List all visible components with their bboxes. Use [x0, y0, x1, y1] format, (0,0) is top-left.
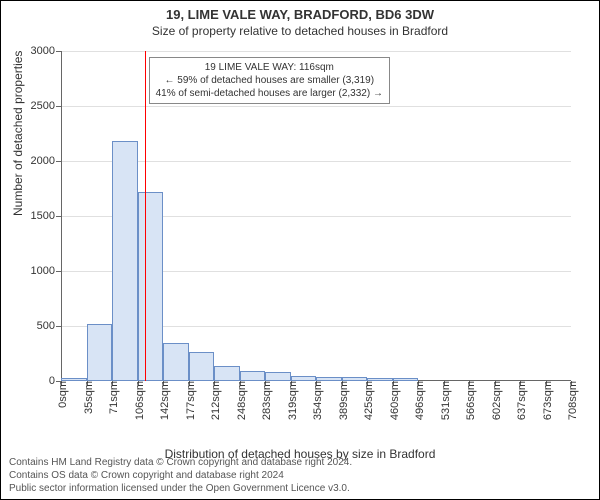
- annotation-box: 19 LIME VALE WAY: 116sqm← 59% of detache…: [149, 57, 390, 104]
- y-tick-label: 2000: [31, 155, 61, 167]
- histogram-bar: [240, 371, 266, 381]
- x-tick-label: 319sqm: [283, 381, 299, 420]
- x-tick-label: 531sqm: [436, 381, 452, 420]
- y-axis-line: [61, 51, 62, 381]
- x-tick-label: 283sqm: [257, 381, 273, 420]
- footer: Contains HM Land Registry data © Crown c…: [9, 456, 352, 495]
- x-tick-label: 637sqm: [512, 381, 528, 420]
- histogram-bar: [265, 372, 291, 381]
- y-tick-label: 1000: [31, 265, 61, 277]
- y-axis-title: Number of detached properties: [11, 51, 25, 216]
- x-tick-label: 389sqm: [334, 381, 350, 420]
- annotation-line: ← 59% of detached houses are smaller (3,…: [156, 74, 383, 87]
- x-tick-label: 0sqm: [53, 381, 69, 408]
- x-tick-label: 460sqm: [385, 381, 401, 420]
- y-axis-title-text: Number of detached properties: [11, 51, 25, 216]
- x-tick-label: 708sqm: [563, 381, 579, 420]
- title-sub: Size of property relative to detached ho…: [1, 24, 599, 38]
- y-tick-label: 3000: [31, 45, 61, 57]
- x-tick-label: 354sqm: [308, 381, 324, 420]
- histogram-bar: [393, 378, 419, 381]
- x-tick-label: 248sqm: [232, 381, 248, 420]
- histogram-bar: [189, 352, 215, 381]
- histogram-bar: [163, 343, 189, 382]
- y-tick-label: 1500: [31, 210, 61, 222]
- x-tick-label: 106sqm: [130, 381, 146, 420]
- histogram-bar: [342, 377, 368, 381]
- histogram-bar: [112, 141, 138, 381]
- histogram-bar: [291, 376, 317, 382]
- histogram-bar: [316, 377, 342, 381]
- footer-line3: Public sector information licensed under…: [9, 482, 352, 495]
- x-tick-label: 496sqm: [410, 381, 426, 420]
- histogram-bar: [367, 378, 393, 381]
- title-address: 19, LIME VALE WAY, BRADFORD, BD6 3DW: [1, 7, 599, 22]
- y-tick-label: 500: [37, 320, 61, 332]
- chart-container: 19, LIME VALE WAY, BRADFORD, BD6 3DW Siz…: [0, 0, 600, 500]
- annotation-line: 41% of semi-detached houses are larger (…: [156, 87, 383, 100]
- grid-line: [61, 106, 571, 107]
- histogram-bar: [138, 192, 164, 381]
- grid-line: [61, 161, 571, 162]
- plot-area: 0500100015002000250030000sqm35sqm71sqm10…: [61, 51, 571, 381]
- x-tick-label: 177sqm: [181, 381, 197, 420]
- x-tick-label: 212sqm: [206, 381, 222, 420]
- histogram-bar: [87, 324, 113, 381]
- grid-line: [61, 51, 571, 52]
- x-tick-label: 673sqm: [538, 381, 554, 420]
- annotation-line: 19 LIME VALE WAY: 116sqm: [156, 61, 383, 74]
- marker-line: [145, 51, 146, 381]
- x-tick-label: 35sqm: [79, 381, 95, 414]
- histogram-bar: [61, 378, 87, 381]
- x-tick-label: 566sqm: [461, 381, 477, 420]
- y-tick-label: 2500: [31, 100, 61, 112]
- footer-line1: Contains HM Land Registry data © Crown c…: [9, 456, 352, 469]
- footer-line2: Contains OS data © Crown copyright and d…: [9, 469, 352, 482]
- x-tick-label: 602sqm: [487, 381, 503, 420]
- histogram-bar: [214, 366, 240, 381]
- x-tick-label: 425sqm: [359, 381, 375, 420]
- x-tick-label: 71sqm: [104, 381, 120, 414]
- x-tick-label: 142sqm: [155, 381, 171, 420]
